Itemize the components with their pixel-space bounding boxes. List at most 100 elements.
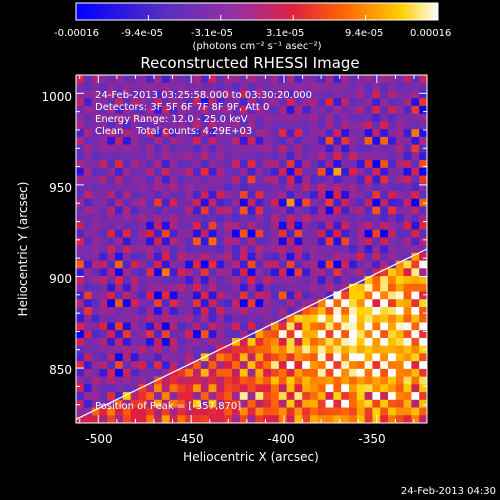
heatmap-cell — [224, 368, 233, 378]
heatmap-cell — [130, 260, 139, 269]
heatmap-cell — [286, 245, 295, 254]
heatmap-cell — [286, 129, 295, 138]
heatmap-cell — [255, 291, 264, 300]
heatmap-cell — [302, 82, 311, 92]
heatmap-cell — [208, 345, 217, 354]
heatmap-cell — [208, 399, 217, 409]
heatmap-cell — [107, 291, 116, 300]
heatmap-cell — [356, 376, 366, 385]
heatmap-cell — [356, 214, 366, 223]
heatmap-cell — [380, 121, 389, 130]
heatmap-cell — [161, 415, 171, 423]
heatmap-cell — [216, 214, 225, 223]
heatmap-cell — [130, 75, 139, 84]
heatmap-cell — [364, 105, 373, 115]
heatmap-cell — [91, 191, 100, 200]
heatmap-cell — [122, 105, 132, 115]
heatmap-cell — [138, 237, 147, 246]
heatmap-cell — [372, 160, 381, 169]
x-tick-label-2: -400 — [267, 432, 294, 446]
heatmap-cell — [177, 214, 186, 223]
heatmap-cell — [286, 291, 295, 300]
heatmap-cell — [130, 314, 139, 324]
heatmap-cell — [154, 229, 163, 238]
heatmap-cell — [146, 337, 155, 347]
heatmap-cell — [169, 129, 178, 138]
heatmap-cell — [216, 221, 225, 231]
heatmap-cell — [278, 415, 288, 423]
heatmap-cell — [185, 345, 194, 354]
heatmap-cell — [286, 167, 295, 177]
heatmap-cell — [388, 191, 397, 200]
heatmap-cell — [310, 260, 319, 269]
heatmap-cell — [91, 353, 100, 362]
heatmap-cell — [122, 314, 132, 324]
heatmap-cell — [185, 268, 194, 277]
heatmap-cell — [294, 322, 303, 331]
heatmap-cell — [271, 144, 280, 153]
heatmap-cell — [107, 191, 116, 200]
heatmap-cell — [411, 307, 420, 316]
heatmap-cell — [91, 129, 100, 138]
heatmap-cell — [115, 307, 124, 316]
heatmap-cell — [395, 252, 405, 262]
heatmap-cell — [122, 82, 132, 92]
heatmap-cell — [224, 252, 233, 262]
heatmap-cell — [286, 314, 295, 324]
heatmap-cell — [255, 368, 264, 378]
heatmap-cell — [333, 183, 342, 192]
heatmap-cell — [208, 75, 217, 84]
heatmap-cell — [161, 307, 171, 316]
heatmap-cell — [154, 167, 163, 177]
heatmap-cell — [364, 283, 373, 293]
heatmap-cell — [91, 392, 100, 401]
heatmap-cell — [349, 392, 358, 401]
heatmap-cell — [325, 368, 334, 378]
heatmap-cell — [419, 307, 427, 316]
heatmap-cell — [169, 191, 178, 200]
heatmap-cell — [294, 90, 303, 99]
heatmap-cell — [154, 198, 163, 208]
heatmap-cell — [224, 198, 233, 208]
heatmap-cell — [146, 98, 155, 107]
heatmap-cell — [177, 407, 186, 416]
heatmap-cell — [411, 229, 420, 238]
heatmap-cell — [208, 183, 217, 192]
heatmap-cell — [278, 361, 288, 370]
heatmap-cell — [224, 90, 233, 99]
heatmap-cell — [177, 221, 186, 231]
heatmap-cell — [169, 160, 178, 169]
heatmap-cell — [372, 113, 381, 122]
heatmap-cell — [99, 299, 108, 308]
heatmap-cell — [154, 75, 163, 84]
heatmap-cell — [76, 314, 85, 324]
heatmap-cell — [325, 167, 334, 177]
heatmap-cell — [255, 144, 264, 153]
heatmap-cell — [99, 291, 108, 300]
heatmap-cell — [185, 113, 194, 122]
heatmap-cell — [161, 183, 171, 192]
heatmap-cell — [146, 307, 155, 316]
heatmap-cell — [216, 268, 225, 277]
heatmap-cell — [138, 98, 147, 107]
heatmap-cell — [325, 392, 334, 401]
heatmap-cell — [154, 245, 163, 254]
heatmap-cell — [216, 198, 225, 208]
heatmap-cell — [349, 160, 358, 169]
heatmap-cell — [107, 136, 116, 146]
heatmap-cell — [115, 384, 124, 393]
heatmap-cell — [200, 337, 210, 347]
heatmap-cell — [403, 229, 412, 238]
heatmap-cell — [388, 113, 397, 122]
heatmap-cell — [122, 283, 132, 293]
heatmap-cell — [255, 376, 264, 385]
heatmap-cell — [271, 260, 280, 269]
heatmap-cell — [216, 167, 225, 177]
heatmap-cell — [349, 105, 358, 115]
heatmap-cell — [302, 314, 311, 324]
heatmap-cell — [193, 144, 202, 153]
heatmap-cell — [91, 82, 100, 92]
heatmap-cell — [193, 237, 202, 246]
heatmap-cell — [325, 322, 334, 331]
heatmap-cell — [76, 121, 85, 130]
